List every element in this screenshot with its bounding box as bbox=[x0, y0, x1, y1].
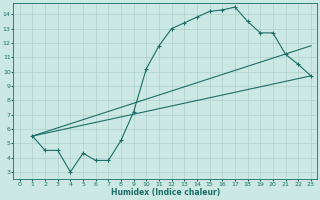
X-axis label: Humidex (Indice chaleur): Humidex (Indice chaleur) bbox=[111, 188, 220, 197]
